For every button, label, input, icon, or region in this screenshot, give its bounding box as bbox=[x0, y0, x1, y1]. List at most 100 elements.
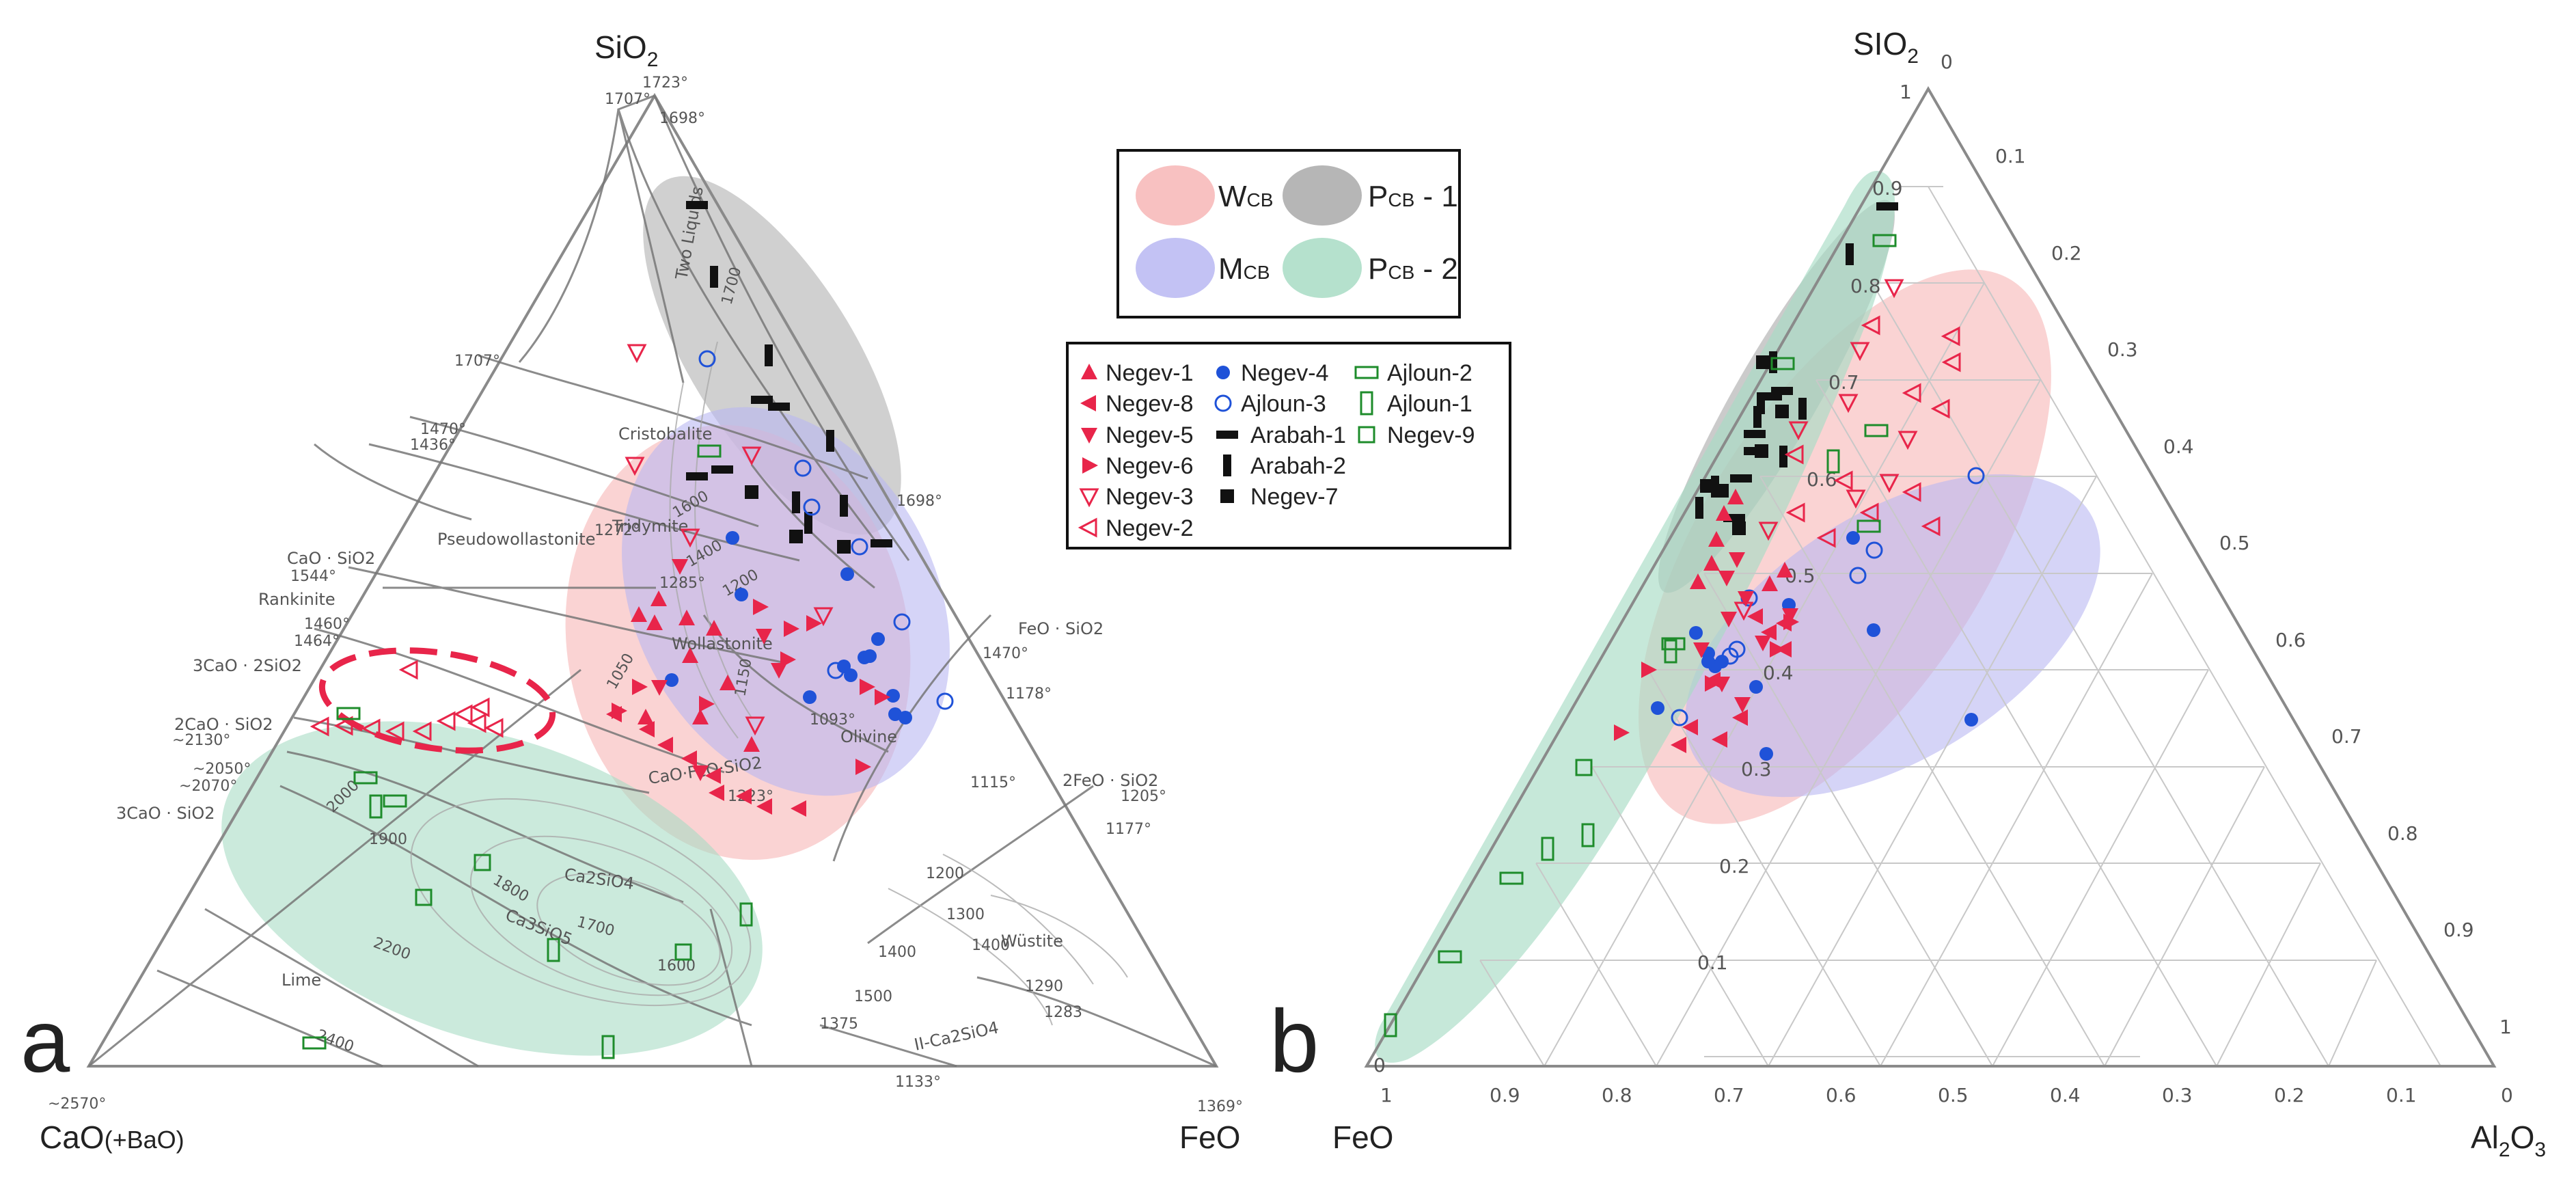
marker bbox=[726, 531, 739, 545]
marker bbox=[765, 344, 773, 366]
marker bbox=[745, 485, 758, 499]
marker bbox=[471, 698, 490, 717]
svg-text:1: 1 bbox=[1380, 1084, 1393, 1107]
legend-label-ajloun-1: Ajloun-1 bbox=[1387, 391, 1472, 417]
marker bbox=[826, 430, 834, 452]
svg-text:0.5: 0.5 bbox=[1938, 1084, 1969, 1107]
svg-text:1723°: 1723° bbox=[642, 74, 688, 92]
marker bbox=[710, 266, 718, 288]
ticks-right-b: 0 0.1 0.2 0.3 0.4 0.5 0.6 0.7 0.8 0.9 1 bbox=[1941, 51, 2512, 1038]
svg-text:0: 0 bbox=[1373, 1054, 1386, 1076]
svg-text:1205°: 1205° bbox=[1121, 788, 1166, 805]
svg-text:1707°: 1707° bbox=[454, 353, 500, 370]
apex-sio2-b: SIO2 bbox=[1853, 26, 1919, 68]
marker bbox=[454, 705, 473, 724]
svg-text:Wollastonite: Wollastonite bbox=[672, 634, 773, 653]
svg-text:1460°: 1460° bbox=[304, 616, 350, 633]
marker bbox=[686, 472, 708, 480]
marker bbox=[400, 660, 418, 679]
marker bbox=[1846, 243, 1854, 265]
legend-marker-negev-4 bbox=[1216, 366, 1230, 379]
marker bbox=[871, 632, 885, 646]
field-pcb2-a bbox=[221, 721, 763, 1056]
legend-samples: Negev-1 Negev-8 Negev-5 Negev-6 Negev-3 … bbox=[1066, 342, 1511, 549]
svg-text:1400: 1400 bbox=[878, 944, 916, 961]
marker bbox=[1689, 626, 1703, 640]
marker bbox=[886, 689, 900, 703]
panel-b: 1 0.9 0.8 0.7 0.6 0.5 0.4 0.3 0.2 0.1 0 … bbox=[1270, 26, 2546, 1161]
svg-text:1272°: 1272° bbox=[594, 522, 640, 539]
svg-text:0.2: 0.2 bbox=[1719, 855, 1750, 878]
svg-text:0.7: 0.7 bbox=[2331, 725, 2362, 748]
legend-label-negev-7: Negev-7 bbox=[1250, 484, 1339, 510]
panel-label-b: b bbox=[1270, 991, 1319, 1091]
svg-text:1285°: 1285° bbox=[659, 575, 705, 592]
svg-text:1369°: 1369° bbox=[1197, 1098, 1243, 1115]
legend-label-negev-8: Negev-8 bbox=[1106, 391, 1194, 417]
svg-text:~2130°: ~2130° bbox=[172, 732, 230, 749]
marker bbox=[792, 491, 800, 513]
legend-label-arabah-2: Arabah-2 bbox=[1250, 453, 1346, 479]
svg-text:0.3: 0.3 bbox=[2107, 338, 2138, 361]
marker bbox=[837, 540, 851, 554]
svg-text:1093°: 1093° bbox=[810, 711, 855, 729]
svg-text:2FeO · SiO2: 2FeO · SiO2 bbox=[1063, 771, 1158, 790]
svg-text:0.6: 0.6 bbox=[2275, 629, 2306, 651]
svg-text:1: 1 bbox=[1900, 81, 1912, 103]
legend-field-wcb: WCB bbox=[1218, 180, 1273, 213]
marker bbox=[1732, 521, 1746, 535]
svg-text:2400: 2400 bbox=[314, 1027, 356, 1056]
field-mcb-b bbox=[1685, 474, 2100, 798]
svg-text:Tridymite: Tridymite bbox=[612, 517, 688, 536]
svg-text:1436°: 1436° bbox=[410, 437, 456, 454]
svg-text:0.7: 0.7 bbox=[1828, 371, 1859, 394]
svg-text:1133°: 1133° bbox=[895, 1074, 941, 1091]
svg-text:0.2: 0.2 bbox=[2051, 242, 2082, 264]
marker bbox=[1651, 701, 1664, 715]
legend-label-ajloun-3: Ajloun-3 bbox=[1241, 391, 1326, 417]
svg-text:Olivine: Olivine bbox=[840, 727, 897, 746]
marker bbox=[751, 396, 773, 404]
svg-text:0.7: 0.7 bbox=[1714, 1084, 1744, 1107]
svg-text:1375: 1375 bbox=[820, 1016, 858, 1033]
svg-text:0.9: 0.9 bbox=[1872, 177, 1903, 200]
svg-text:FeO · SiO2: FeO · SiO2 bbox=[1018, 619, 1104, 638]
svg-text:1698°: 1698° bbox=[896, 493, 942, 510]
ternary-outline-a bbox=[86, 93, 1219, 1068]
apex-cao-a: CaO(+BaO) bbox=[40, 1119, 184, 1155]
apex-feo-a: FeO bbox=[1179, 1119, 1240, 1155]
svg-text:Lime: Lime bbox=[282, 970, 321, 990]
legend-label-negev-6: Negev-6 bbox=[1106, 453, 1194, 479]
legend-label-negev-3: Negev-3 bbox=[1106, 484, 1194, 510]
svg-text:0.8: 0.8 bbox=[2387, 822, 2418, 845]
compound-labels-a: CaO · SiO2 3CaO · 2SiO2 2CaO · SiO2 3CaO… bbox=[116, 549, 1158, 823]
svg-text:0.1: 0.1 bbox=[1697, 951, 1728, 974]
svg-text:0.4: 0.4 bbox=[1763, 662, 1794, 684]
svg-text:1470°: 1470° bbox=[420, 421, 466, 438]
legend-field-mcb: MCB bbox=[1218, 252, 1270, 286]
marker bbox=[1964, 713, 1978, 727]
svg-text:2CaO · SiO2: 2CaO · SiO2 bbox=[174, 715, 273, 734]
marker bbox=[1867, 623, 1880, 637]
marker bbox=[840, 567, 854, 581]
svg-text:0.8: 0.8 bbox=[1850, 275, 1881, 297]
ternary-grid-b2 bbox=[1479, 186, 2441, 1067]
marker bbox=[627, 344, 646, 362]
legend-label-negev-9: Negev-9 bbox=[1387, 422, 1475, 448]
marker bbox=[1715, 484, 1729, 498]
marker bbox=[1759, 747, 1773, 761]
svg-text:0: 0 bbox=[2501, 1084, 2513, 1107]
marker bbox=[840, 495, 848, 517]
svg-text:0.9: 0.9 bbox=[1490, 1084, 1520, 1107]
svg-text:0.4: 0.4 bbox=[2050, 1084, 2081, 1107]
marker bbox=[803, 690, 817, 704]
marker bbox=[1749, 680, 1763, 694]
apex-feo-b: FeO bbox=[1332, 1119, 1393, 1155]
svg-text:CaO · SiO2: CaO · SiO2 bbox=[287, 549, 375, 568]
legend-field-pcb1: PCB - 1 bbox=[1368, 180, 1458, 213]
legend-fields: WCB PCB - 1 MCB PCB - 2 bbox=[1116, 149, 1461, 318]
marker bbox=[899, 711, 912, 724]
marker bbox=[1701, 655, 1715, 668]
svg-text:0: 0 bbox=[1941, 51, 1953, 73]
